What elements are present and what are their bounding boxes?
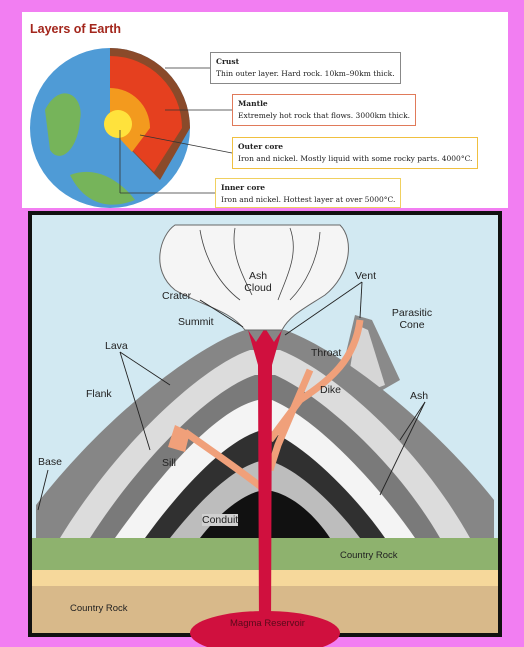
layer-name: Outer core <box>238 141 472 153</box>
layer-description: Extremely hot rock that flows. 3000km th… <box>238 111 410 120</box>
volcano-label: Sill <box>162 457 176 469</box>
volcano-label: Country Rock <box>70 603 128 615</box>
layer-description: Iron and nickel. Mostly liquid with some… <box>238 154 472 163</box>
layer-name: Crust <box>216 56 395 68</box>
layer-name: Mantle <box>238 98 410 110</box>
layer-box: Crust Thin outer layer. Hard rock. 10km–… <box>210 52 401 84</box>
volcano-label: Dike <box>320 384 341 396</box>
volcano-label: Magma Reservoir <box>230 618 305 630</box>
layer-box: Inner core Iron and nickel. Hottest laye… <box>215 178 401 208</box>
volcano-label: Throat <box>311 347 341 359</box>
volcano-label: Crater <box>162 290 191 302</box>
layer-box: Mantle Extremely hot rock that flows. 30… <box>232 94 416 126</box>
volcano-label: Lava <box>105 340 128 352</box>
volcano-label: Ash Cloud <box>238 270 278 294</box>
volcano-label: Base <box>38 456 62 468</box>
volcano-label: Conduit <box>202 514 238 526</box>
page: Layers of Earth Crust Thin outer layer. … <box>0 0 524 647</box>
volcano-label: Parasitic Cone <box>385 307 439 331</box>
volcano-label: Vent <box>355 270 376 282</box>
volcano-label: Country Rock <box>340 550 398 562</box>
volcano-label: Flank <box>86 388 112 400</box>
layer-description: Thin outer layer. Hard rock. 10km–90km t… <box>216 69 395 78</box>
layer-description: Iron and nickel. Hottest layer at over 5… <box>221 195 395 204</box>
inner-core <box>104 110 132 138</box>
title: Layers of Earth <box>30 22 121 36</box>
volcano-label: Ash <box>410 390 428 402</box>
layer-box: Outer core Iron and nickel. Mostly liqui… <box>232 137 478 169</box>
layer-name: Inner core <box>221 182 395 194</box>
volcano-label: Summit <box>178 316 214 328</box>
